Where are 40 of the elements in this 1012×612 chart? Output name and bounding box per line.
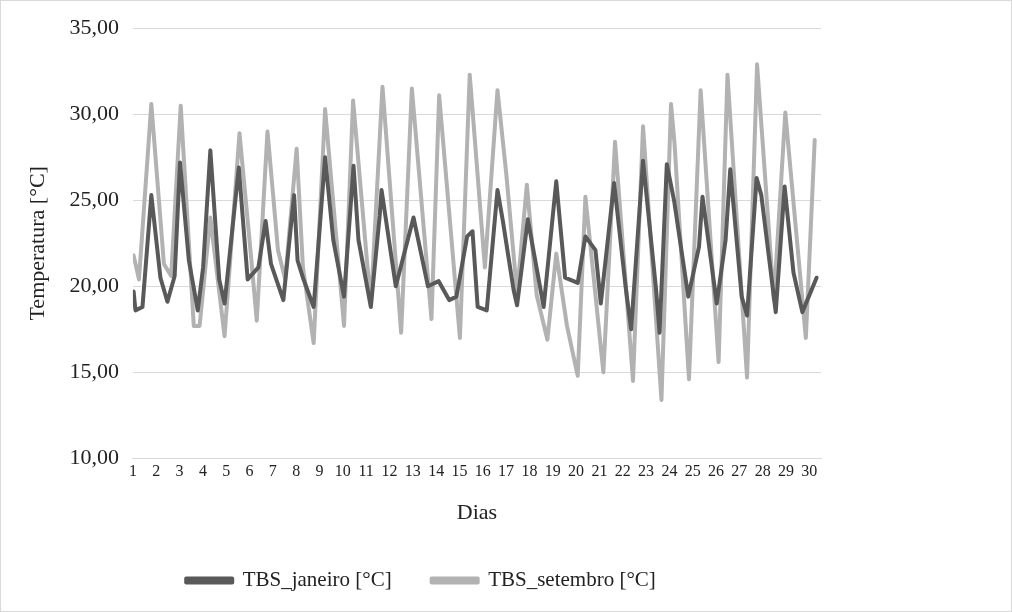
x-tick-label: 23 <box>638 462 655 480</box>
x-tick-label: 24 <box>661 462 678 480</box>
y-tick-label: 35,00 <box>69 13 119 39</box>
x-tick-label: 11 <box>358 462 374 480</box>
x-tick-label: 18 <box>521 462 538 480</box>
y-axis-title: Temperatura [°C] <box>23 166 49 321</box>
x-tick-label: 28 <box>754 462 771 480</box>
x-tick-label: 12 <box>381 462 398 480</box>
x-tick-label: 17 <box>498 462 515 480</box>
x-tick-label: 2 <box>152 462 161 480</box>
legend-label: TBS_janeiro [°C] <box>242 567 392 592</box>
x-tick-label: 21 <box>591 462 608 480</box>
x-tick-label: 22 <box>614 462 631 480</box>
x-tick-label: 8 <box>292 462 301 480</box>
x-tick-label: 1 <box>128 462 137 480</box>
y-tick-label: 25,00 <box>69 186 119 212</box>
x-axis-title: Dias <box>456 498 498 524</box>
x-tick-label: 10 <box>334 462 351 480</box>
x-tick-label: 13 <box>404 462 421 480</box>
x-tick-label: 29 <box>778 462 795 480</box>
x-tick-label: 14 <box>428 462 445 480</box>
x-tick-label: 30 <box>801 462 818 480</box>
x-tick-label: 27 <box>731 462 748 480</box>
y-tick-label: 30,00 <box>69 100 119 126</box>
x-tick-label: 19 <box>544 462 561 480</box>
x-tick-label: 6 <box>245 462 254 480</box>
x-tick-label: 15 <box>451 462 468 480</box>
x-tick-label: 20 <box>568 462 585 480</box>
y-tick-label: 10,00 <box>69 444 119 470</box>
y-tick-label: 20,00 <box>69 272 119 298</box>
x-tick-label: 26 <box>708 462 725 480</box>
x-tick-label: 5 <box>222 462 231 480</box>
x-tick-label: 9 <box>315 462 324 480</box>
x-tick-label: 4 <box>198 462 207 480</box>
x-tick-label: 7 <box>268 462 277 480</box>
x-tick-label: 16 <box>474 462 491 480</box>
y-tick-label: 15,00 <box>69 358 119 384</box>
legend-label: TBS_setembro [°C] <box>488 567 656 592</box>
x-tick-label: 3 <box>175 462 184 480</box>
x-tick-label: 25 <box>684 462 701 480</box>
